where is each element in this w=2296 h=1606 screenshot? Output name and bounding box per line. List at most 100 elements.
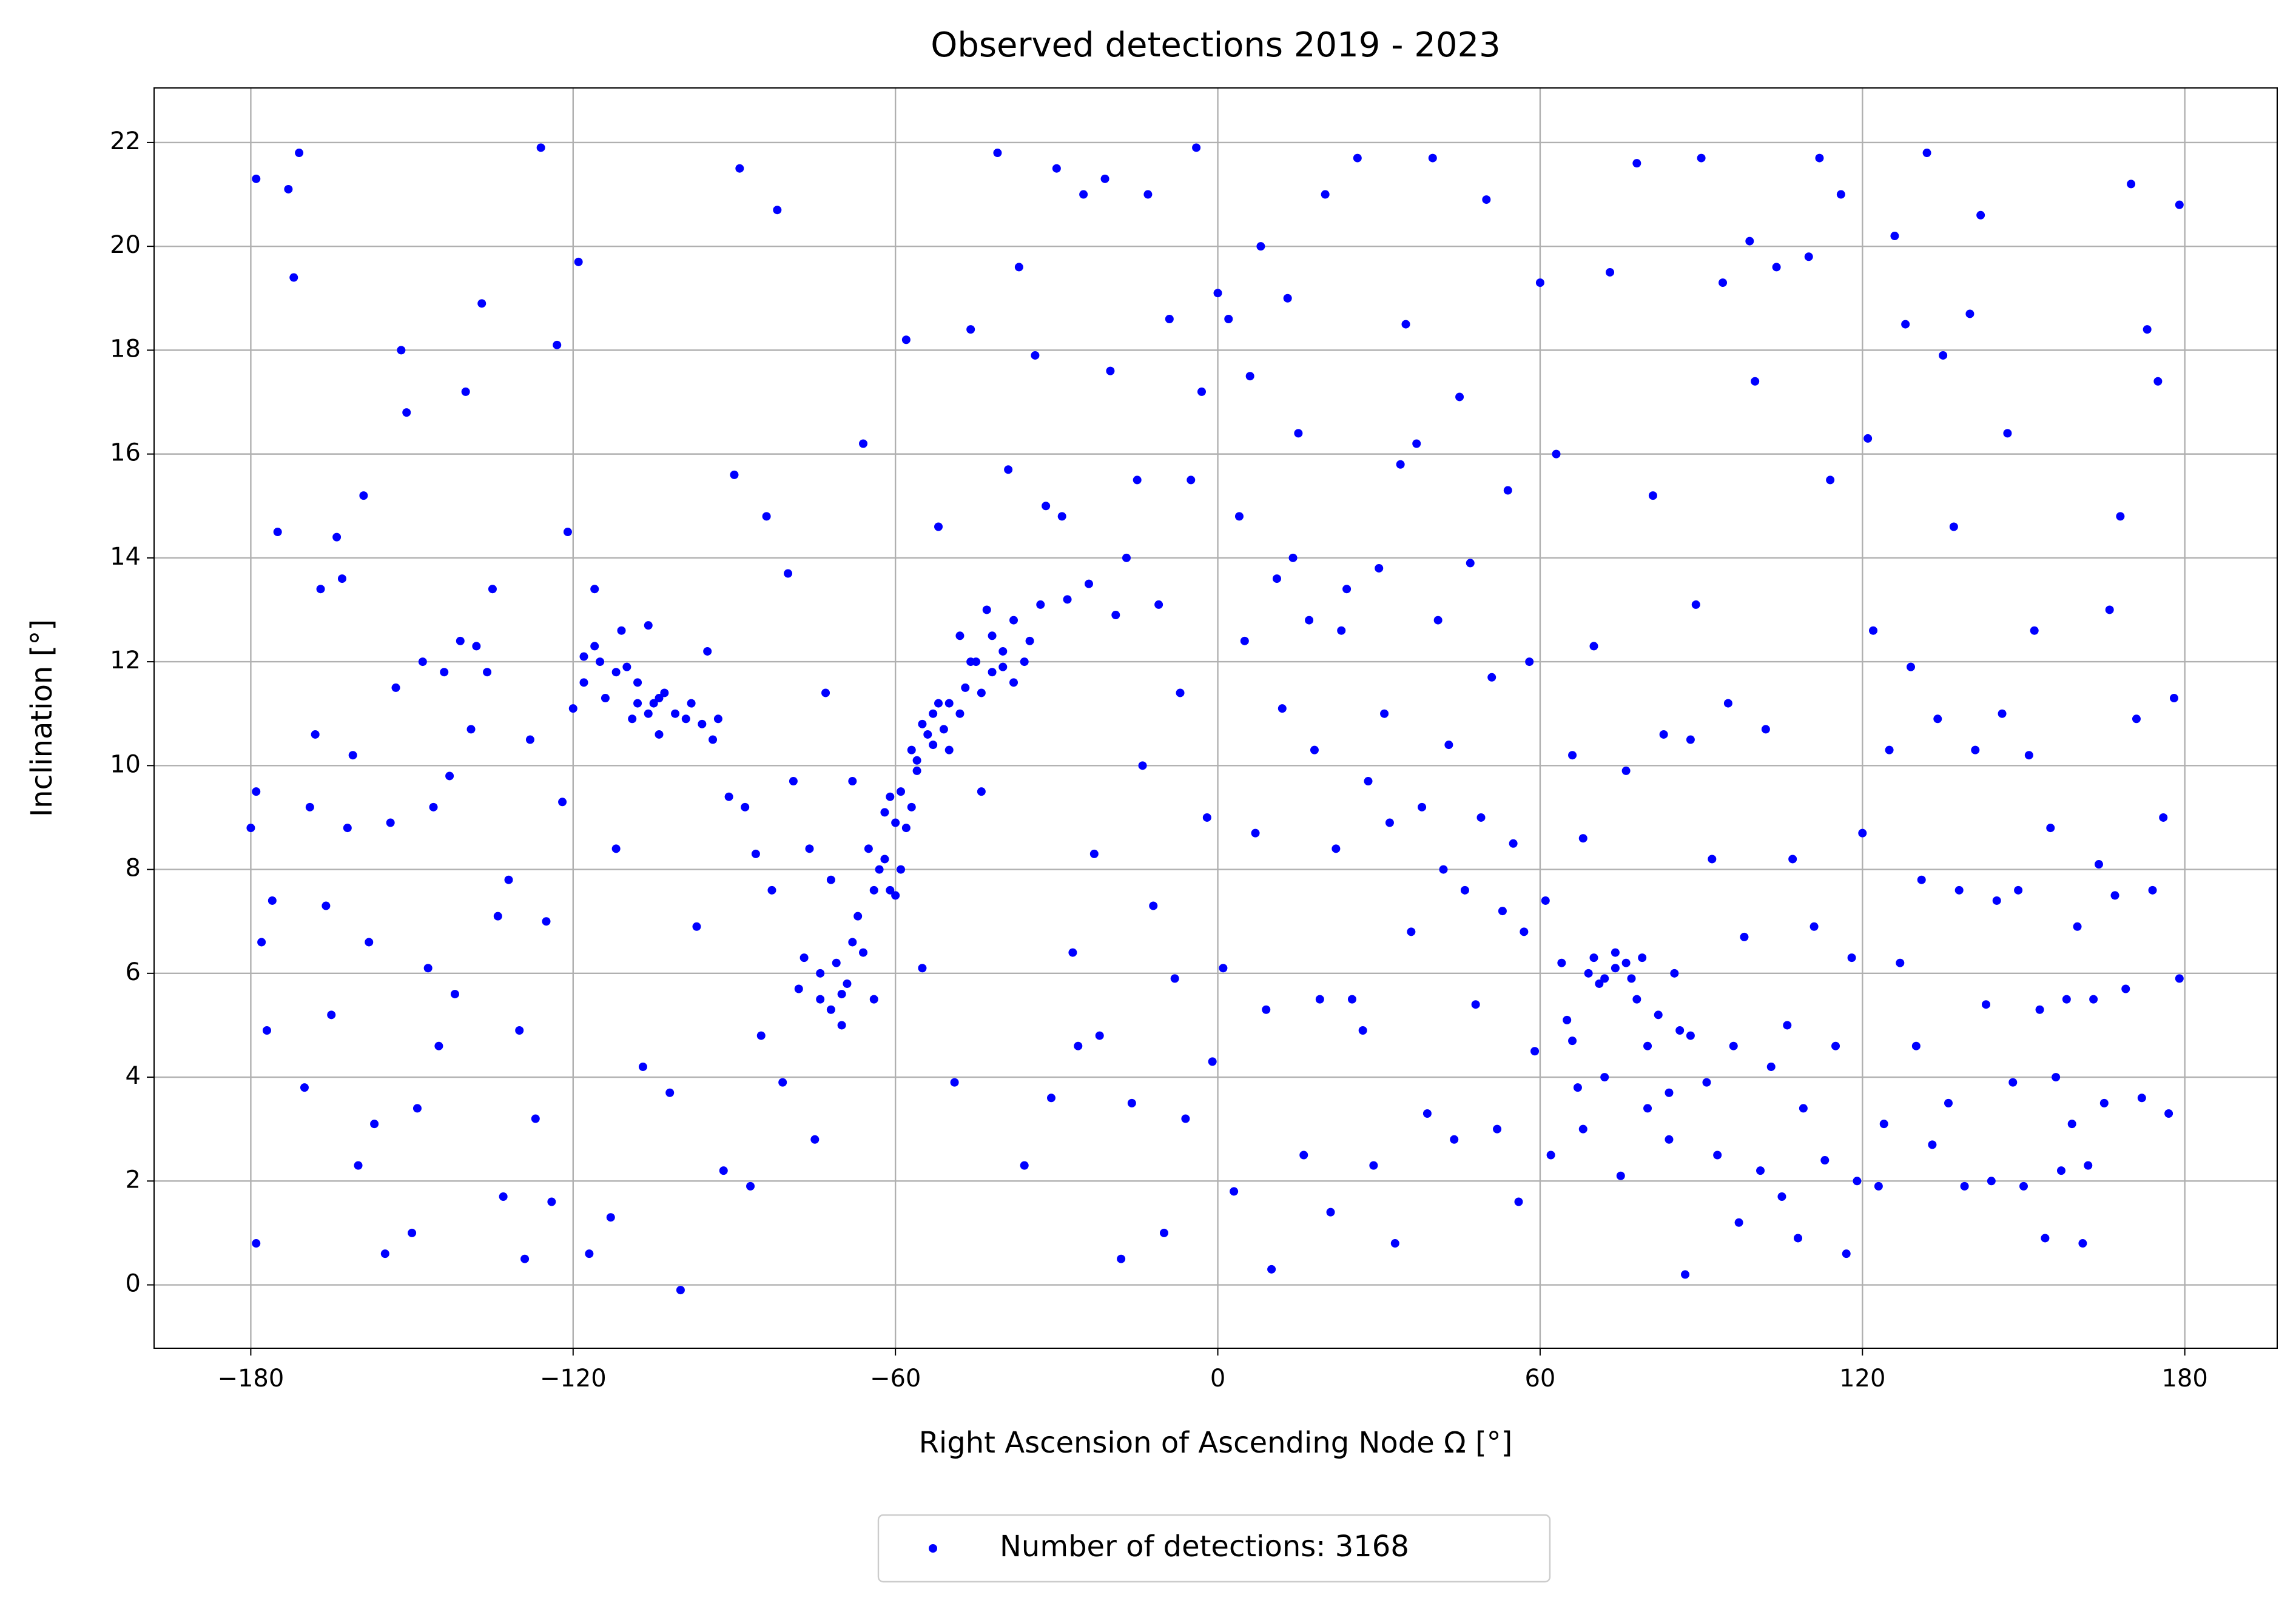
y-tick-label: 22 — [110, 127, 141, 155]
point — [1568, 1037, 1577, 1046]
point — [1063, 595, 1072, 604]
point — [988, 668, 997, 677]
point — [1853, 1177, 1862, 1186]
point — [1563, 1015, 1572, 1024]
point — [1509, 839, 1518, 848]
point — [1836, 190, 1845, 199]
point — [875, 865, 884, 874]
point — [880, 855, 889, 864]
point — [628, 714, 637, 724]
point — [1208, 1057, 1217, 1066]
point — [1133, 475, 1142, 485]
point — [816, 969, 825, 978]
point — [934, 522, 943, 531]
point — [611, 668, 621, 677]
x-tick-label: 120 — [1839, 1365, 1885, 1393]
point — [1600, 1073, 1609, 1082]
point — [665, 1088, 675, 1097]
point — [1444, 741, 1453, 750]
point — [579, 652, 588, 661]
point — [843, 979, 852, 988]
point — [698, 719, 707, 728]
point — [826, 875, 835, 884]
point — [929, 741, 938, 750]
point — [1245, 372, 1254, 381]
point — [327, 1010, 336, 1020]
point — [1176, 688, 1185, 697]
point — [1170, 974, 1179, 983]
point — [1450, 1135, 1459, 1144]
point — [252, 787, 261, 796]
point — [332, 533, 342, 542]
point — [1589, 953, 1598, 963]
point — [955, 709, 965, 718]
point — [1428, 153, 1437, 163]
legend-label: Number of detections: 3168 — [1000, 1530, 1409, 1564]
point — [252, 1239, 261, 1248]
point — [558, 798, 567, 807]
point — [966, 657, 975, 667]
point — [1213, 289, 1222, 298]
point — [590, 585, 599, 594]
point — [1541, 896, 1550, 905]
y-tick-label: 20 — [110, 231, 141, 259]
point — [2046, 824, 2055, 833]
point — [525, 735, 534, 744]
point — [805, 844, 814, 853]
point — [993, 149, 1002, 158]
point — [1385, 818, 1394, 827]
point — [756, 1031, 766, 1040]
point — [1407, 927, 1416, 936]
point — [1084, 579, 1093, 588]
point — [1272, 574, 1281, 583]
point — [660, 688, 669, 697]
point — [998, 662, 1008, 671]
point — [504, 875, 513, 884]
point — [1020, 1161, 1029, 1170]
point — [1418, 802, 1427, 811]
point — [1326, 1208, 1335, 1217]
point — [1804, 252, 1813, 261]
point — [1600, 974, 1609, 983]
plot-frame — [153, 87, 2278, 1349]
point — [1675, 1026, 1685, 1035]
point — [886, 792, 895, 801]
x-axis-label: Right Ascension of Ascending Node Ω [°] — [919, 1426, 1513, 1460]
point — [423, 964, 433, 973]
point — [837, 990, 846, 999]
point — [1154, 600, 1163, 609]
point — [568, 704, 577, 713]
point — [2084, 1161, 2093, 1170]
point — [1100, 174, 1109, 183]
point — [886, 885, 895, 895]
point — [262, 1026, 271, 1035]
point — [1783, 1021, 1792, 1030]
point — [440, 668, 449, 677]
point — [1697, 153, 1706, 163]
point — [397, 346, 406, 355]
point — [929, 709, 938, 718]
point — [1422, 1109, 1432, 1118]
point — [2041, 1234, 2050, 1243]
point — [2062, 995, 2071, 1004]
point — [1111, 611, 1120, 620]
point — [1552, 449, 1561, 459]
point — [1433, 616, 1443, 625]
point — [1949, 522, 1958, 531]
point — [1960, 1181, 1969, 1191]
point — [1557, 958, 1566, 967]
point — [1380, 709, 1389, 718]
point — [1493, 1124, 1502, 1134]
point — [2008, 1078, 2018, 1087]
point — [2089, 995, 2098, 1004]
point — [2175, 200, 2184, 209]
legend-marker — [929, 1544, 937, 1553]
point — [1294, 429, 1303, 438]
point — [1057, 512, 1066, 521]
point — [918, 719, 927, 728]
point — [1659, 730, 1668, 739]
y-tick-label: 4 — [126, 1062, 141, 1090]
point — [1046, 1094, 1055, 1103]
point — [1353, 153, 1362, 163]
point — [596, 657, 605, 667]
